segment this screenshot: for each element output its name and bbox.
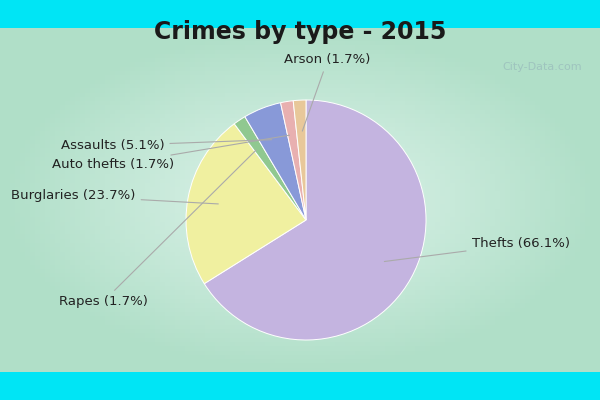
Text: Auto thefts (1.7%): Auto thefts (1.7%) bbox=[52, 135, 289, 171]
Wedge shape bbox=[234, 117, 306, 220]
Text: Arson (1.7%): Arson (1.7%) bbox=[284, 53, 371, 131]
Wedge shape bbox=[204, 100, 426, 340]
Text: Thefts (66.1%): Thefts (66.1%) bbox=[385, 238, 569, 262]
Text: City-Data.com: City-Data.com bbox=[502, 62, 582, 72]
Text: Assaults (5.1%): Assaults (5.1%) bbox=[61, 139, 272, 152]
Text: Crimes by type - 2015: Crimes by type - 2015 bbox=[154, 20, 446, 44]
Wedge shape bbox=[293, 100, 306, 220]
Text: Rapes (1.7%): Rapes (1.7%) bbox=[59, 150, 256, 308]
Text: Burglaries (23.7%): Burglaries (23.7%) bbox=[11, 190, 218, 204]
Wedge shape bbox=[186, 124, 306, 284]
Wedge shape bbox=[281, 101, 306, 220]
Wedge shape bbox=[245, 103, 306, 220]
